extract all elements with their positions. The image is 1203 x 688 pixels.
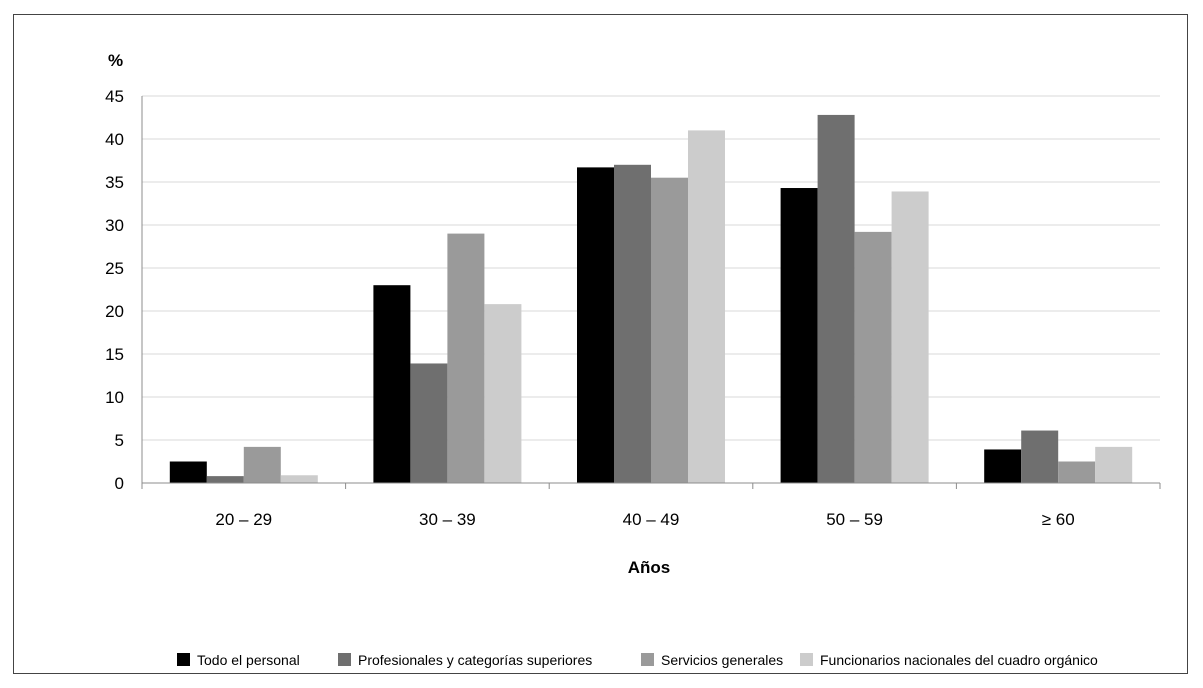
y-tick-label: 15 xyxy=(105,345,124,364)
legend-label: Profesionales y categorías superiores xyxy=(358,652,592,668)
bar xyxy=(688,130,725,483)
y-tick-label: 30 xyxy=(105,216,124,235)
legend-swatch xyxy=(800,653,813,666)
bar xyxy=(614,164,651,484)
y-tick-label: 45 xyxy=(105,87,124,106)
y-axis-label: % xyxy=(108,51,123,70)
y-tick-label: 20 xyxy=(105,302,124,321)
x-tick-label: 50 – 59 xyxy=(826,510,883,529)
legend-label: Funcionarios nacionales del cuadro orgán… xyxy=(820,652,1098,668)
bar xyxy=(447,233,485,483)
y-tick-label: 35 xyxy=(105,173,124,192)
y-tick-label: 10 xyxy=(105,388,124,407)
bars xyxy=(169,114,1133,484)
bar xyxy=(817,114,855,484)
bar xyxy=(984,449,1022,483)
bar xyxy=(206,476,244,483)
bar xyxy=(1058,461,1096,483)
bar xyxy=(891,191,929,483)
y-tick-label: 0 xyxy=(115,474,124,493)
legend-swatch xyxy=(338,653,351,666)
legend-swatch xyxy=(641,653,654,666)
x-tick-label: 40 – 49 xyxy=(623,510,680,529)
bar xyxy=(854,231,892,483)
x-tick-label: 30 – 39 xyxy=(419,510,476,529)
y-tick-label: 40 xyxy=(105,130,124,149)
bar xyxy=(410,363,448,483)
legend-label: Servicios generales xyxy=(661,652,783,668)
bar xyxy=(280,475,318,483)
bar xyxy=(484,304,522,483)
bar xyxy=(373,285,411,483)
legend-label: Todo el personal xyxy=(197,652,300,668)
y-tick-label: 5 xyxy=(115,431,124,450)
legend-swatch xyxy=(177,653,190,666)
bar xyxy=(651,177,688,483)
legend: Todo el personal Profesionales y categorí… xyxy=(177,652,1098,668)
bar xyxy=(577,167,614,483)
x-tick-labels: 20 – 29 30 – 39 40 – 49 50 – 59 ≥ 60 xyxy=(215,510,1074,529)
bar xyxy=(780,188,818,483)
bar xyxy=(169,461,207,483)
x-tick-label: 20 – 29 xyxy=(215,510,272,529)
axes xyxy=(141,96,1161,489)
bar xyxy=(1021,430,1059,483)
bar xyxy=(243,446,281,483)
y-tick-label: 25 xyxy=(105,259,124,278)
y-tick-labels: 0 5 10 15 20 25 30 35 40 45 xyxy=(105,87,124,493)
bar xyxy=(1095,446,1133,483)
x-axis-label: Años xyxy=(628,558,671,577)
x-tick-label: ≥ 60 xyxy=(1042,510,1075,529)
